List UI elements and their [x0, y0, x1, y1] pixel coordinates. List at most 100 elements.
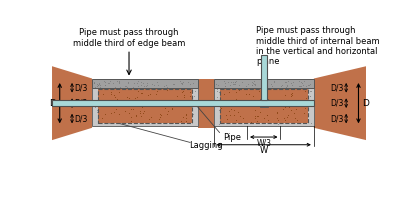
Point	[278, 81, 285, 84]
Point	[294, 118, 300, 121]
Point	[242, 112, 248, 116]
Point	[273, 121, 279, 124]
Point	[261, 103, 267, 107]
Point	[180, 116, 186, 119]
Point	[231, 80, 238, 83]
Point	[91, 85, 98, 89]
Point	[136, 120, 143, 123]
Point	[236, 84, 242, 87]
Point	[179, 82, 185, 85]
Point	[135, 89, 141, 92]
Point	[242, 108, 248, 111]
Polygon shape	[52, 66, 92, 140]
Point	[297, 88, 304, 92]
Point	[271, 80, 277, 83]
Point	[226, 90, 233, 94]
Point	[123, 82, 129, 86]
Point	[227, 94, 233, 97]
Point	[273, 86, 280, 90]
Point	[265, 118, 271, 122]
Point	[95, 83, 101, 87]
Point	[214, 83, 221, 87]
Point	[293, 82, 299, 86]
Point	[113, 98, 120, 101]
Point	[288, 94, 295, 98]
Point	[298, 81, 305, 85]
Point	[101, 79, 107, 83]
Point	[133, 114, 140, 117]
Point	[236, 111, 242, 114]
Point	[225, 80, 231, 83]
Point	[303, 84, 309, 88]
Point	[161, 84, 167, 88]
Point	[257, 96, 264, 100]
Point	[131, 121, 137, 125]
Point	[236, 89, 242, 92]
Point	[164, 105, 171, 108]
Point	[112, 85, 118, 89]
Point	[274, 102, 281, 106]
Point	[138, 83, 144, 87]
Point	[138, 91, 145, 95]
Point	[297, 114, 304, 117]
Point	[171, 118, 177, 122]
Point	[278, 83, 285, 87]
Point	[255, 114, 262, 118]
Point	[138, 106, 145, 109]
Point	[113, 107, 119, 111]
Point	[131, 81, 137, 84]
Point	[248, 109, 255, 112]
Point	[254, 87, 260, 90]
Bar	[98, 89, 192, 123]
Point	[151, 116, 157, 120]
Point	[302, 110, 309, 114]
Point	[155, 97, 162, 100]
Point	[216, 108, 223, 111]
Point	[128, 109, 134, 112]
Point	[141, 103, 148, 106]
Text: D/3: D/3	[74, 114, 88, 123]
Point	[177, 79, 184, 83]
Point	[107, 118, 114, 121]
Point	[245, 84, 251, 88]
Point	[151, 90, 157, 93]
Point	[297, 84, 304, 88]
Point	[160, 96, 167, 99]
Point	[127, 82, 134, 85]
Point	[248, 115, 254, 118]
Point	[104, 91, 111, 95]
Point	[232, 82, 238, 85]
Point	[105, 121, 112, 125]
Point	[300, 100, 307, 104]
Point	[289, 80, 296, 83]
Point	[102, 83, 109, 87]
Point	[248, 99, 254, 102]
Point	[106, 96, 112, 99]
Point	[179, 90, 186, 94]
Point	[159, 88, 166, 91]
Point	[282, 100, 288, 104]
Point	[170, 83, 177, 86]
Point	[108, 103, 114, 106]
Point	[270, 86, 277, 89]
Point	[162, 109, 169, 112]
Point	[143, 84, 150, 87]
Point	[173, 84, 180, 87]
Point	[125, 89, 131, 92]
Point	[147, 86, 154, 90]
Point	[185, 105, 192, 108]
Point	[100, 101, 106, 105]
Point	[266, 119, 272, 122]
Point	[142, 121, 149, 125]
Point	[136, 85, 142, 89]
Point	[292, 110, 298, 113]
Point	[189, 82, 196, 85]
Point	[149, 90, 155, 93]
Point	[137, 111, 143, 115]
Point	[227, 116, 234, 119]
Point	[124, 80, 131, 83]
Point	[288, 92, 294, 95]
Point	[289, 84, 296, 87]
Point	[271, 82, 277, 86]
Point	[130, 98, 136, 101]
